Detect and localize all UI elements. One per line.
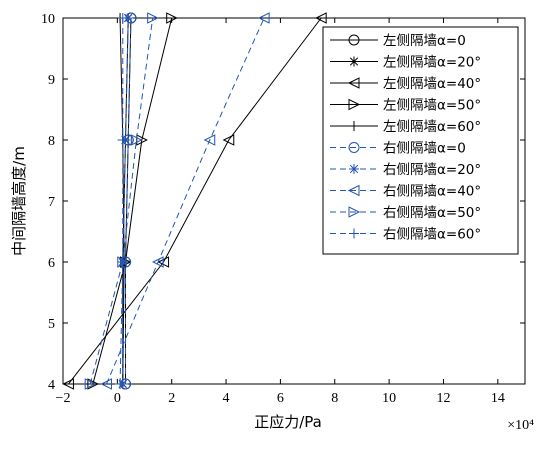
legend-item: 左侧隔墙α=40° bbox=[330, 76, 481, 92]
marker-triangle-left bbox=[62, 378, 74, 390]
series-line bbox=[106, 17, 265, 385]
legend-label: 左侧隔墙α=20° bbox=[383, 55, 481, 71]
x-tick-label: 4 bbox=[223, 391, 230, 406]
marker-triangle-right bbox=[166, 12, 178, 24]
marker-triangle-right bbox=[147, 12, 159, 24]
marker-triangle-right bbox=[136, 134, 148, 146]
series-line bbox=[122, 17, 129, 384]
marker-triangle-right bbox=[348, 98, 361, 111]
marker-triangle-left bbox=[347, 184, 360, 197]
marker-triangle-right bbox=[87, 378, 100, 390]
marker-triangle-left bbox=[315, 12, 327, 24]
y-tick-label: 4 bbox=[48, 378, 55, 393]
legend-item: 左侧隔墙α=50° bbox=[330, 98, 481, 114]
legend-item: 右侧隔墙α=50° bbox=[330, 205, 481, 221]
x-tick-label: 14 bbox=[491, 391, 505, 406]
series-line bbox=[68, 17, 322, 385]
y-axis-label: 中间隔墙高度/m bbox=[10, 146, 28, 256]
legend-label: 左侧隔墙α=40° bbox=[383, 76, 481, 92]
x-tick-label: 8 bbox=[331, 391, 338, 406]
marker-circle bbox=[348, 142, 360, 153]
marker-triangle-left bbox=[151, 256, 164, 268]
marker-plus bbox=[349, 121, 359, 131]
legend-item: 右侧隔墙α=0 bbox=[330, 141, 466, 157]
legend-box bbox=[322, 26, 519, 255]
x-tick-label: −2 bbox=[56, 391, 71, 406]
marker-triangle-left bbox=[100, 378, 112, 390]
series-line bbox=[92, 17, 173, 385]
legend-label: 右侧隔墙α=0 bbox=[383, 141, 466, 157]
axis-ticks: −2 0 2 4 6 8 10 12 14 4 5 6 7 8 9 10 bbox=[41, 12, 525, 406]
legend-label: 右侧隔墙α=60° bbox=[383, 227, 481, 243]
x-axis-label: 正应力/Pa bbox=[254, 413, 322, 431]
y-tick-label: 9 bbox=[48, 73, 55, 88]
legend-label: 右侧隔墙α=20° bbox=[383, 162, 481, 178]
marker-plus bbox=[349, 228, 359, 239]
series-right-plus bbox=[115, 13, 128, 389]
series-line bbox=[89, 17, 154, 385]
marker-circle bbox=[348, 34, 360, 46]
marker-plus bbox=[117, 257, 128, 267]
legend-item: 右侧隔墙α=60° bbox=[330, 227, 481, 243]
legend: 左侧隔墙α=0 左侧隔墙α=20° 左侧隔墙α=40° 左侧隔墙α=50° 左侧隔墙α=… bbox=[322, 26, 519, 255]
series-right-triangle-left bbox=[100, 12, 270, 390]
marker-star bbox=[349, 164, 359, 174]
marker-star bbox=[349, 56, 359, 67]
y-tick-label: 10 bbox=[41, 12, 55, 27]
x-tick-label: 2 bbox=[168, 391, 175, 406]
series-line bbox=[119, 18, 124, 385]
legend-item: 右侧隔墙α=40° bbox=[330, 184, 481, 200]
series-layer bbox=[62, 12, 327, 390]
x-tick-label: 12 bbox=[436, 391, 450, 406]
x-tick-label: 0 bbox=[114, 391, 121, 406]
legend-item: 左侧隔墙α=0 bbox=[330, 33, 466, 49]
legend-label: 左侧隔墙α=0 bbox=[383, 33, 466, 49]
marker-triangle-right bbox=[348, 206, 361, 218]
legend-item: 左侧隔墙α=20° bbox=[330, 55, 481, 71]
series-line bbox=[119, 17, 125, 385]
y-tick-label: 7 bbox=[48, 195, 55, 210]
marker-triangle-left bbox=[203, 134, 216, 146]
marker-triangle-left bbox=[257, 12, 270, 24]
legend-label: 右侧隔墙α=50° bbox=[383, 205, 481, 221]
legend-label: 右侧隔墙α=40° bbox=[383, 184, 481, 200]
marker-triangle-left bbox=[222, 134, 235, 146]
y-tick-label: 6 bbox=[48, 256, 55, 271]
x-axis-multiplier: ×10⁴ bbox=[507, 418, 534, 433]
marker-triangle-right bbox=[130, 134, 143, 146]
marker-plus bbox=[117, 135, 128, 145]
y-tick-label: 8 bbox=[48, 134, 55, 149]
legend-label: 左侧隔墙α=60° bbox=[383, 119, 481, 135]
series-line bbox=[125, 17, 132, 384]
x-tick-label: 6 bbox=[277, 391, 284, 406]
marker-triangle-right bbox=[84, 378, 97, 390]
legend-label: 左侧隔墙α=50° bbox=[383, 98, 481, 114]
marker-plus bbox=[117, 13, 128, 23]
marker-plus bbox=[115, 379, 126, 389]
legend-item: 左侧隔墙α=60° bbox=[330, 119, 481, 135]
marker-triangle-left bbox=[347, 77, 360, 89]
marker-star bbox=[123, 13, 134, 23]
legend-item: 右侧隔墙α=20° bbox=[330, 162, 481, 178]
x-tick-label: 10 bbox=[382, 391, 396, 406]
y-tick-label: 5 bbox=[48, 317, 55, 332]
